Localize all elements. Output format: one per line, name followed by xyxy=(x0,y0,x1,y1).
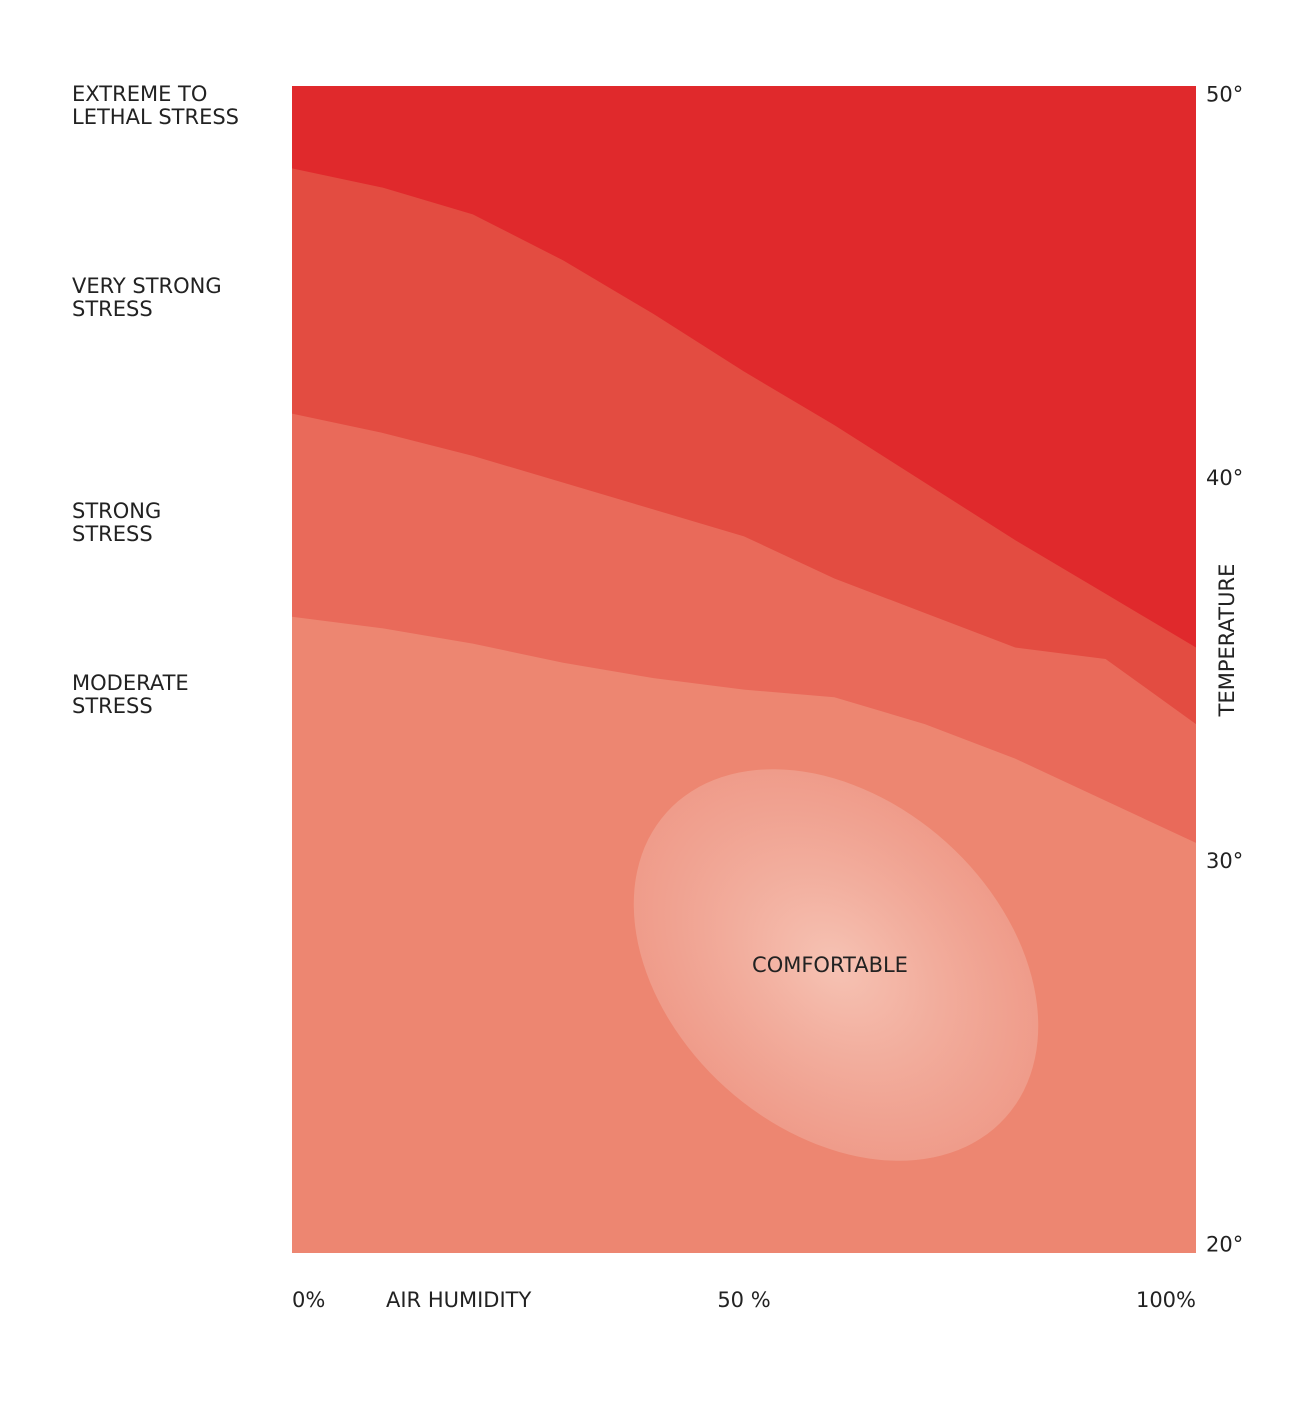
zone-label-line: STRONG xyxy=(72,499,161,523)
zone-label: STRONG STRESS xyxy=(72,499,161,546)
y-axis-label: TEMPERATURE xyxy=(1215,564,1239,718)
zone-label-line: VERY STRONG xyxy=(72,274,222,298)
y-tick-label: 40° xyxy=(1206,466,1243,490)
zone-label: VERY STRONG STRESS xyxy=(72,274,222,321)
zone-label: EXTREME TO LETHAL STRESS xyxy=(72,82,239,129)
x-tick-label: 50 % xyxy=(717,1288,770,1312)
zone-label-line: STRESS xyxy=(72,522,153,546)
zone-label-line: STRESS xyxy=(72,297,153,321)
annotation: COMFORTABLE xyxy=(752,953,908,977)
y-tick-label: 30° xyxy=(1206,849,1243,873)
zone-label-line: STRESS xyxy=(72,694,153,718)
comfort-zone xyxy=(633,769,1039,1161)
x-axis-label: AIR HUMIDITY xyxy=(386,1288,531,1312)
zone-label: MODERATE STRESS xyxy=(72,671,189,718)
zone-label-line: LETHAL STRESS xyxy=(72,105,239,129)
x-tick-label: 0% xyxy=(292,1288,325,1312)
zone-label-line: MODERATE xyxy=(72,671,189,695)
y-tick-label: 20° xyxy=(1206,1232,1243,1256)
y-tick-label: 50° xyxy=(1206,83,1243,107)
x-tick-label: 100% xyxy=(1136,1288,1196,1312)
zone-label-line: EXTREME TO xyxy=(72,82,207,106)
